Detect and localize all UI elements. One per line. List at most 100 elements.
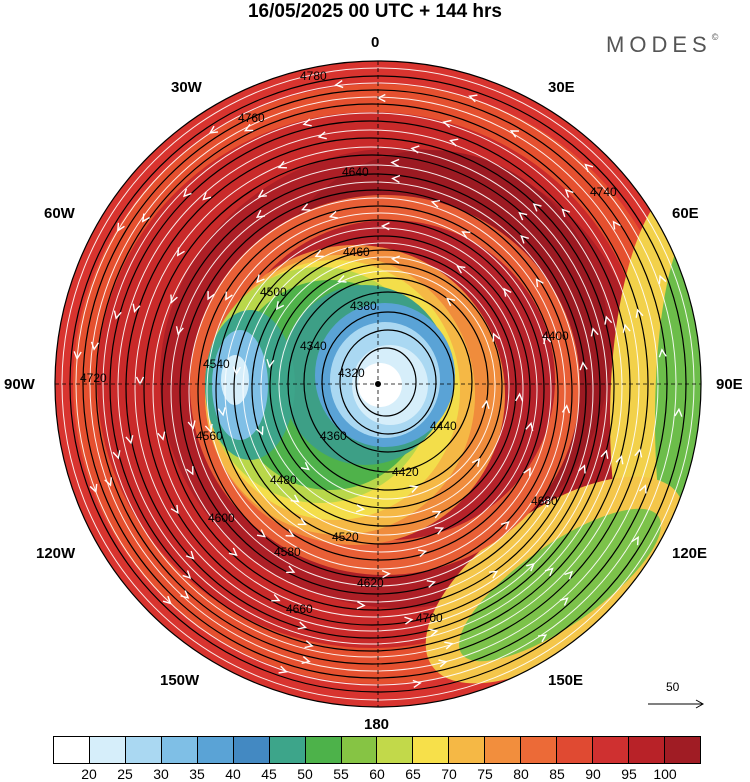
streamline-arrowhead	[132, 303, 141, 313]
streamline-arrowhead	[468, 94, 478, 103]
streamline-arrowhead	[278, 665, 288, 674]
streamline-arrowhead	[449, 138, 459, 147]
colorbar-segment	[125, 737, 162, 763]
streamline-arrowhead	[410, 145, 420, 154]
brand-mark: ©	[711, 32, 719, 42]
streamline-arrowhead	[584, 163, 594, 173]
colorbar-labels: 20 25 30 35 40 45 50 55 60 65 70 75 80 85 90 95 100	[53, 766, 701, 782]
brand-logo: MODES©	[606, 32, 718, 58]
colorbar-segment	[89, 737, 126, 763]
colorbar-label: 55	[333, 766, 349, 782]
contour-label: 4440	[430, 419, 457, 433]
streamline-arrowhead	[256, 274, 265, 284]
streamline-arrowhead	[117, 222, 125, 232]
colorbar-segment	[305, 737, 342, 763]
contour-label: 4380	[350, 299, 377, 313]
colorbar-label: 95	[621, 766, 637, 782]
streamline-arrowhead	[170, 294, 178, 304]
streamline-arrowhead	[471, 457, 481, 467]
colorbar-label: 100	[653, 766, 677, 782]
streamline-arrowhead	[217, 407, 226, 417]
streamline-arrowhead	[532, 203, 542, 212]
streamline-arrowhead	[255, 209, 266, 219]
streamline-arrowhead	[285, 529, 295, 537]
streamline-arrowhead	[434, 527, 445, 535]
streamline-arrowhead	[162, 595, 172, 605]
streamline-arrowhead	[334, 79, 344, 89]
contour-label-group: 4780 4760 4740 4720 4700 4680 4660 4640 …	[80, 69, 617, 625]
streamline-arrowhead	[317, 131, 327, 140]
streamline-arrowhead	[635, 308, 644, 318]
streamline-arrowhead	[520, 234, 530, 244]
streamline-arrowhead	[275, 301, 285, 311]
streamline-arrowhead	[631, 536, 639, 546]
contour-label: 4520	[332, 530, 359, 544]
lon-label-0: 0	[371, 34, 380, 51]
colorbar-label: 50	[297, 766, 313, 782]
streamline-arrowhead	[481, 399, 490, 410]
streamline-arrowhead	[257, 189, 267, 198]
colorbar-label: 60	[369, 766, 385, 782]
lon-label-180: 180	[364, 716, 390, 733]
colorbar-segment	[161, 737, 198, 763]
streamline-arrowhead	[390, 255, 401, 264]
streamline-arrowhead	[187, 420, 196, 430]
streamline-arrowhead	[304, 640, 314, 649]
streamline-arrowhead	[204, 423, 213, 434]
streamline-arrowhead	[658, 348, 667, 358]
streamline-arrowhead	[182, 570, 192, 579]
lon-label-90w: 90W	[4, 376, 35, 393]
streamline-arrowhead	[446, 297, 456, 307]
streamline-arrowhead	[526, 562, 536, 572]
contour-label: 4400	[542, 329, 569, 343]
colorbar-label: 35	[189, 766, 205, 782]
streamline-arrowhead	[639, 484, 647, 494]
streamline-arrowhead	[500, 520, 510, 530]
contour-label: 4540	[203, 357, 230, 371]
streamline-arrowhead	[615, 455, 624, 465]
streamline-arrowhead	[301, 656, 311, 665]
colorbar-segment	[197, 737, 234, 763]
streamline-arrowhead	[578, 464, 586, 474]
streamline-arrowhead	[634, 448, 643, 458]
colorbar-segment	[413, 737, 450, 763]
streamline-arrowhead	[186, 466, 194, 476]
streamline-arrowhead	[355, 504, 366, 513]
streamline-arrowhead	[255, 426, 264, 436]
streamline-arrowhead	[523, 467, 531, 477]
contour-label: 4660	[286, 602, 313, 616]
colorbar-label: 20	[81, 766, 97, 782]
streamline-arrowhead	[256, 529, 267, 538]
contour-label: 4680	[531, 494, 558, 508]
colorbar-label: 75	[477, 766, 493, 782]
lon-label-60e: 60E	[672, 205, 699, 222]
streamline-arrowhead	[590, 327, 599, 337]
streamline-arrowhead	[456, 265, 466, 274]
streamline-arrowhead	[301, 203, 311, 211]
streamline-arrowhead	[286, 565, 296, 574]
streamline-arrowhead	[561, 208, 571, 218]
colorbar-segment	[449, 737, 486, 763]
streamline-arrowhead	[600, 449, 609, 459]
contour-label: 4480	[270, 473, 297, 487]
streamline-arrowhead	[503, 287, 512, 297]
streamline-arrowhead	[426, 579, 436, 588]
streamline-arrowhead	[515, 392, 524, 402]
map-border	[54, 60, 702, 708]
streamline-arrowhead	[175, 326, 184, 336]
colorbar-label: 80	[513, 766, 529, 782]
lon-label-150e: 150E	[548, 672, 584, 689]
streamline-arrowhead	[390, 158, 400, 167]
streamline-arrowhead	[277, 160, 287, 169]
streamline-arrowhead	[207, 291, 215, 301]
colorbar-segment	[269, 737, 306, 763]
streamline-arrowhead	[328, 210, 339, 219]
contour-label: 4720	[80, 371, 107, 385]
streamline-arrowhead	[266, 358, 275, 369]
streamline-arrowhead	[297, 517, 307, 526]
contour-label: 4640	[342, 165, 369, 179]
lon-label-120e: 120E	[672, 545, 708, 562]
streamline-arrowhead	[356, 601, 366, 610]
contour-label: 4740	[590, 185, 617, 199]
